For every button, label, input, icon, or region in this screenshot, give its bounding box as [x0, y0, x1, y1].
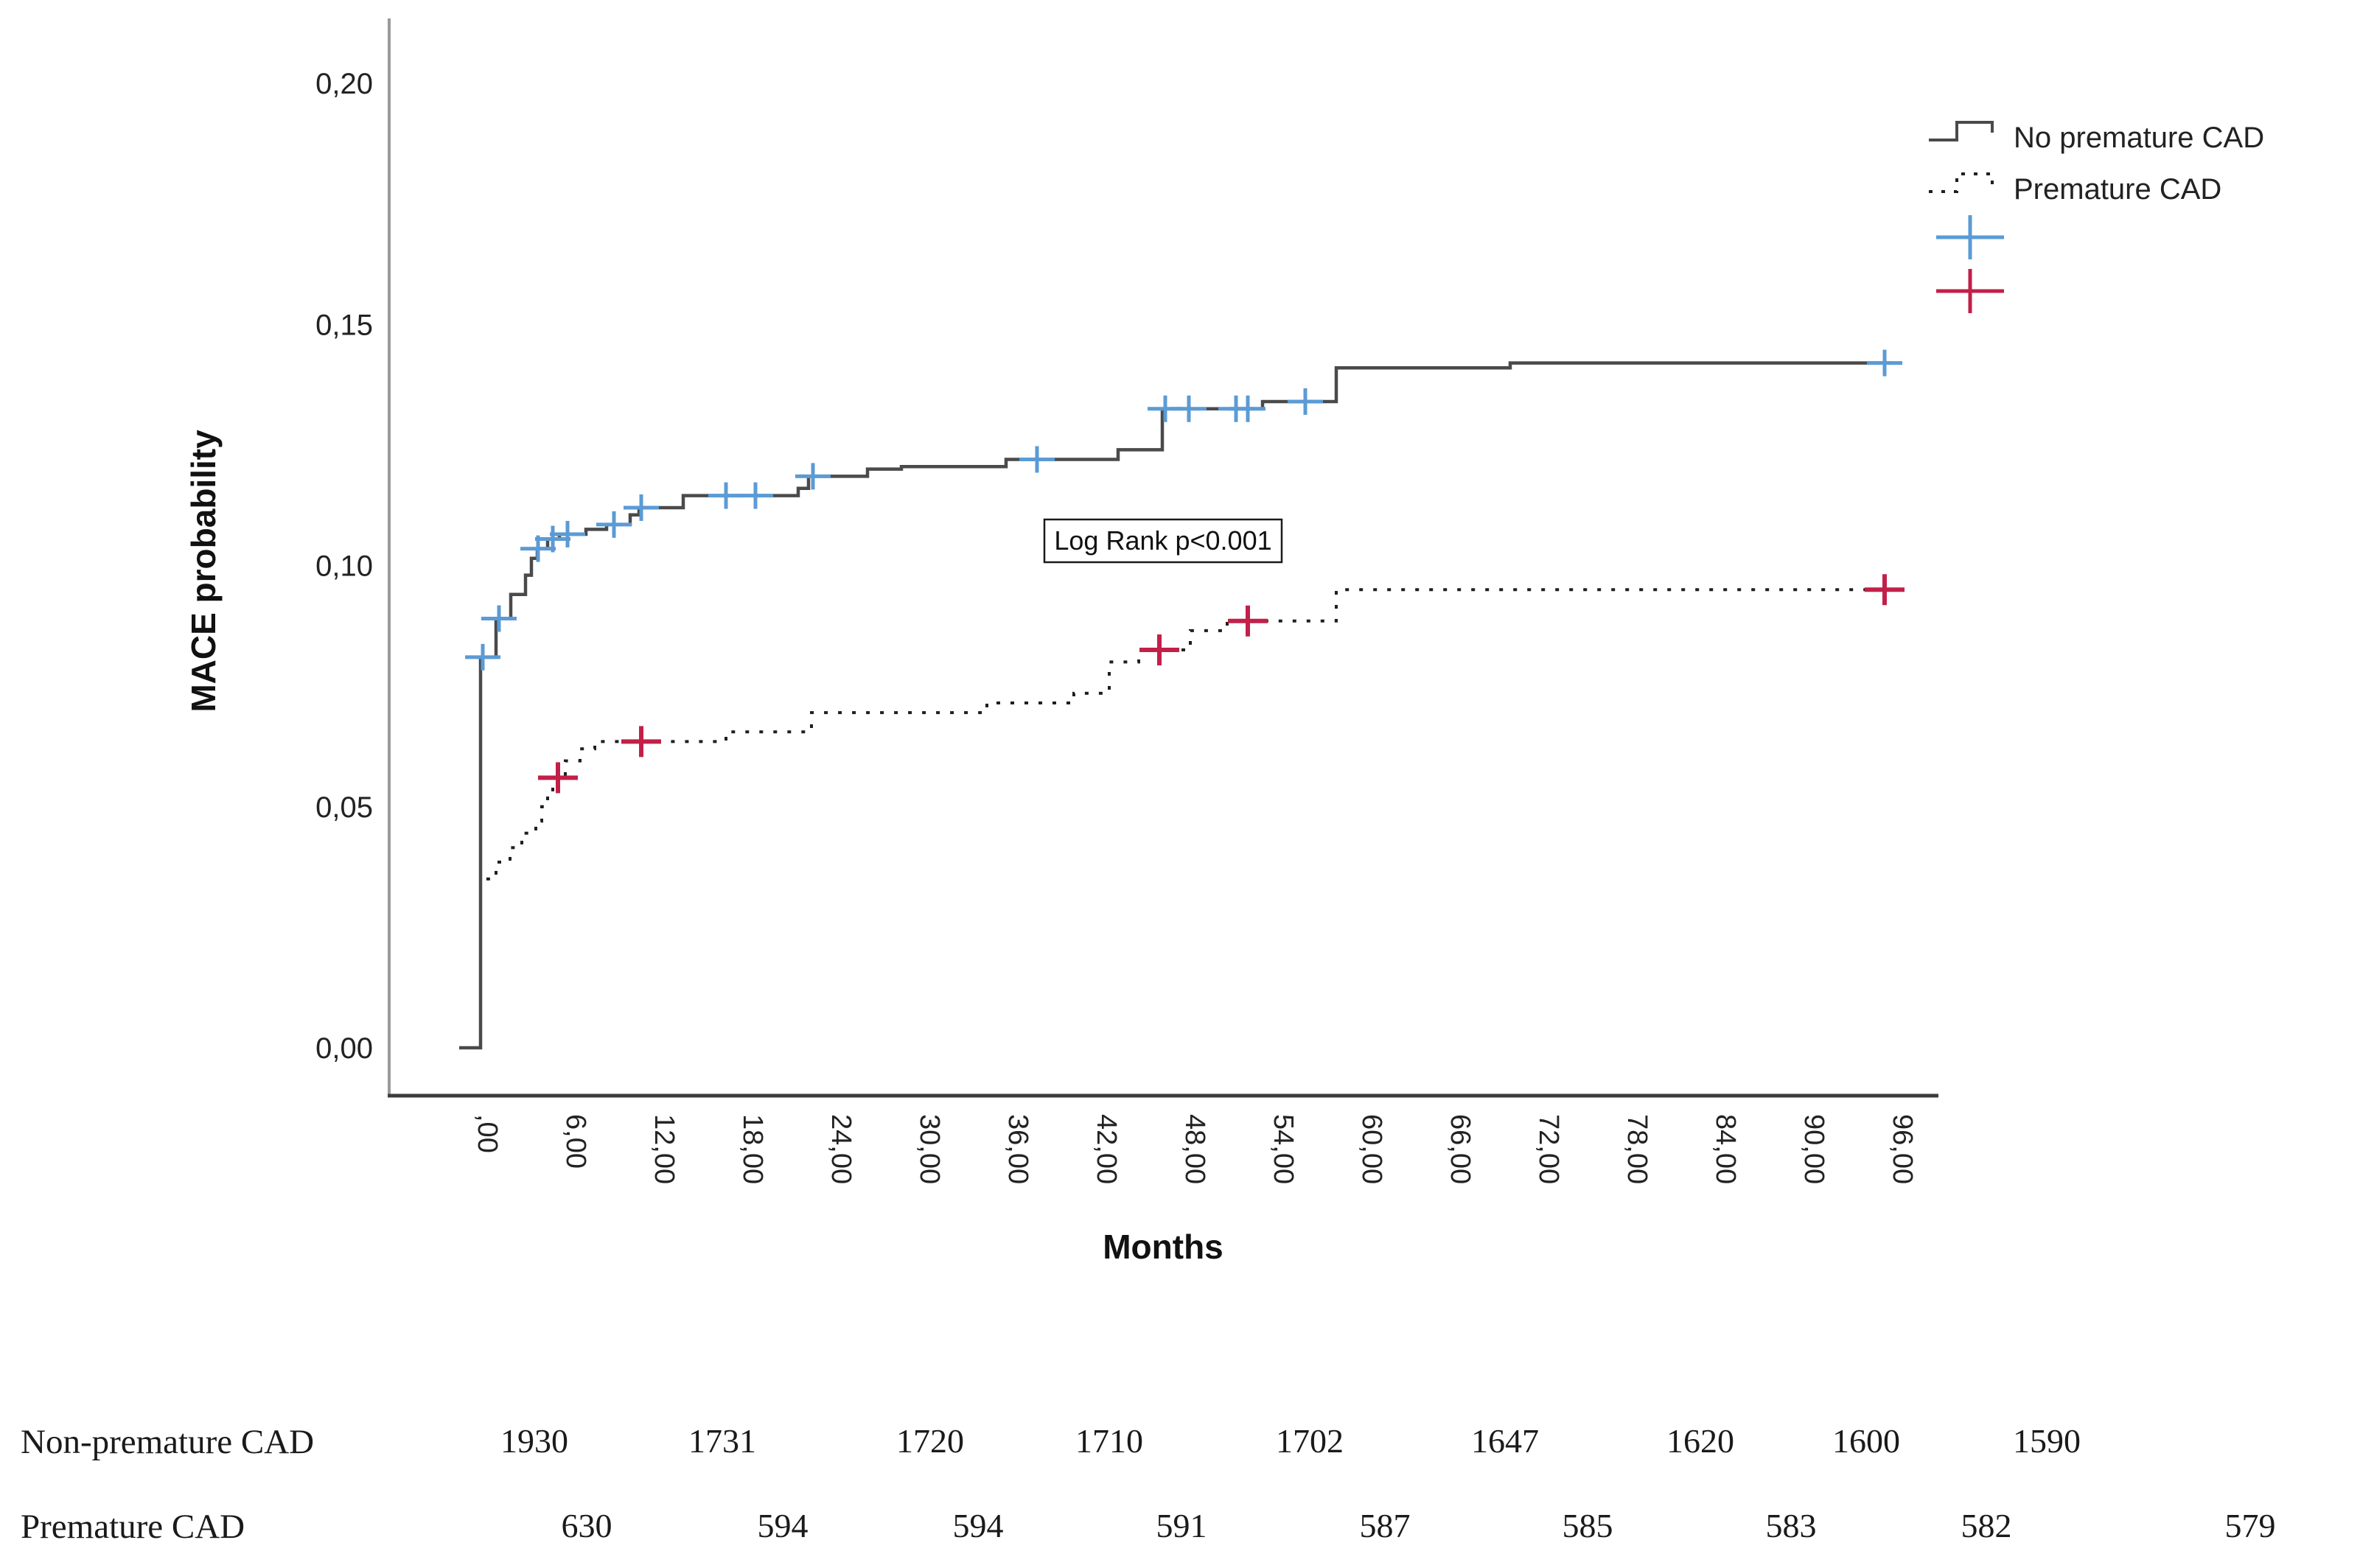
- legend-solid-line-sample: [1929, 121, 1994, 141]
- x-tick-label: 36,00: [1002, 1114, 1033, 1184]
- y-tick-label: 0,10: [315, 550, 373, 583]
- x-tick-label: 18,00: [737, 1114, 768, 1184]
- x-tick-label: 48,00: [1179, 1114, 1210, 1184]
- y-axis-title: MACE probability: [184, 430, 223, 713]
- y-tick-label: 0,15: [315, 309, 373, 341]
- y-tick-label: 0,20: [315, 68, 373, 100]
- x-tick-label: 60,00: [1356, 1114, 1387, 1184]
- x-axis-title: Months: [1103, 1228, 1223, 1266]
- y-tick-label: 0,05: [315, 791, 373, 824]
- curve-premature-cad: [459, 588, 1886, 1049]
- x-tick-label: 6,00: [560, 1114, 591, 1169]
- log-rank-text: Log Rank p<0.001: [1054, 525, 1271, 556]
- x-tick-label: 78,00: [1621, 1114, 1652, 1184]
- log-rank-box: [1043, 518, 1283, 564]
- x-tick-label: 66,00: [1445, 1114, 1476, 1184]
- legend-dashed-line-sample: [1929, 172, 1994, 193]
- x-tick-label: 96,00: [1887, 1114, 1918, 1184]
- x-tick-label: 42,00: [1091, 1114, 1122, 1184]
- curve-no-premature-cad: [459, 361, 1891, 1050]
- x-tick-label: ,00: [472, 1114, 503, 1153]
- x-tick-label: 72,00: [1533, 1114, 1564, 1184]
- x-tick-label: 90,00: [1798, 1114, 1829, 1184]
- x-tick-label: 24,00: [825, 1114, 856, 1184]
- x-tick-label: 12,00: [649, 1114, 680, 1184]
- x-tick-label: 84,00: [1710, 1114, 1741, 1184]
- legend-label-no-premature-cad: No premature CAD: [2014, 122, 2264, 154]
- legend-label-premature-cad: Premature CAD: [2014, 173, 2221, 206]
- x-tick-label: 30,00: [914, 1114, 945, 1184]
- y-tick-label: 0,00: [315, 1032, 373, 1065]
- x-tick-label: 54,00: [1268, 1114, 1299, 1184]
